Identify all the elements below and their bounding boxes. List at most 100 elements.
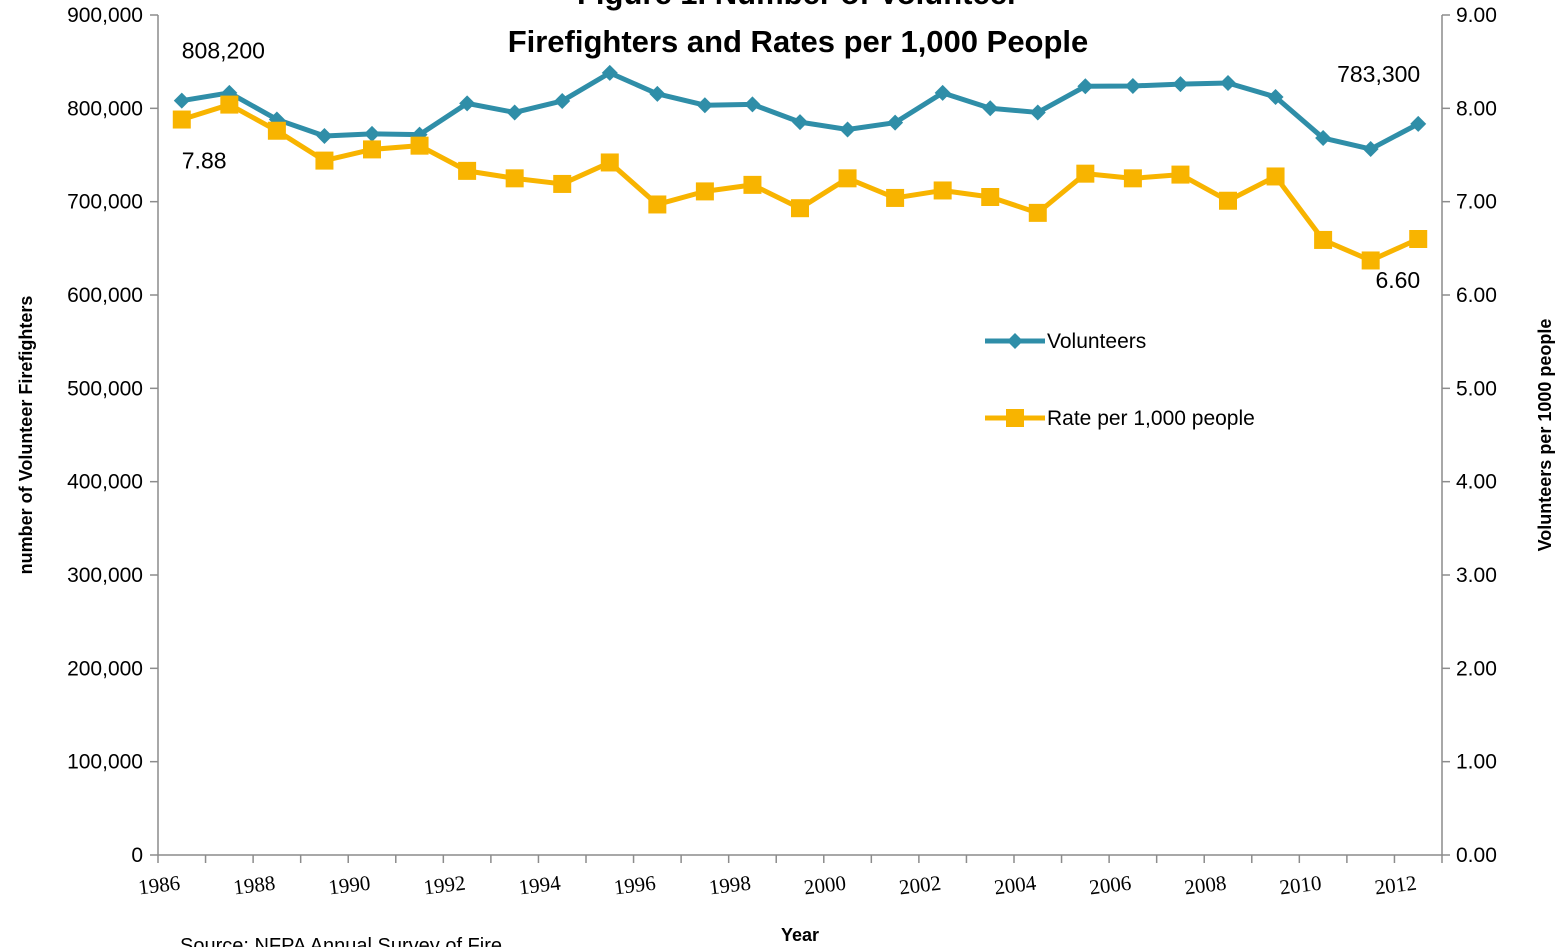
x-tick-label: 2010 [1278,871,1323,900]
annotation-layer: 808,200 7.88 783,300 6.60 [182,38,1420,293]
point-marker [220,95,239,114]
point-marker [1219,191,1237,210]
x-tick-label: 1996 [612,871,657,900]
point-marker [315,151,334,170]
legend-marker-volunteers [1007,333,1023,349]
point-marker [695,182,714,201]
point-marker [506,104,523,121]
point-marker [744,96,761,113]
point-marker [553,174,572,193]
point-marker [1076,164,1095,183]
point-marker [173,92,190,109]
x-tick-label: 2004 [993,871,1038,900]
x-tick-label: 2012 [1373,871,1418,900]
point-marker [316,127,333,144]
x-tick-label: 1986 [137,871,182,900]
point-marker [458,161,477,180]
legend-label-volunteers: Volunteers [1047,330,1146,353]
point-marker [791,199,809,218]
point-marker [886,188,905,207]
point-marker [1361,251,1380,270]
point-marker [1410,115,1427,132]
data-label: 783,300 [1337,61,1420,87]
point-marker [1124,77,1141,94]
point-marker [934,84,951,101]
legend-label-rate: Rate per 1,000 people [1047,407,1255,430]
y2-tick-label: 9.00 [1456,4,1497,27]
y2-tick-label: 6.00 [1456,284,1497,307]
y-tick-label: 900,000 [67,4,143,27]
y2-tick-label: 2.00 [1456,657,1497,680]
point-marker [601,64,618,81]
x-tick-label: 2008 [1183,871,1228,900]
y-tick-label: 500,000 [67,377,143,400]
point-marker [1029,104,1046,121]
y-tick-label: 400,000 [67,471,143,494]
y-tick-label: 200,000 [67,657,143,680]
x-tick-label: 1988 [232,871,277,900]
data-label: 7.88 [182,148,227,174]
x-tick-label: 1998 [708,871,753,900]
point-marker [981,188,1000,206]
y-tick-label: 700,000 [67,191,143,214]
point-marker [792,114,808,131]
point-marker [933,181,952,200]
point-marker [1123,169,1142,188]
y2-tick-label: 8.00 [1456,97,1497,120]
y2-tick-label: 0.00 [1456,844,1497,867]
y-tick-label: 0 [131,844,143,867]
x-axis-ticks: 1986 1988 1990 1992 1994 1996 1998 2000 2002 2004… [137,855,1443,900]
point-marker [410,136,429,155]
series-layer [172,64,1428,270]
point-marker [982,100,999,117]
point-marker [1028,203,1047,222]
point-marker [887,114,904,131]
left-axis-ticks: 0 100,000 200,000 300,000 400,000 500,000 600,… [67,4,158,867]
point-marker [267,121,286,140]
point-marker [838,169,857,188]
x-tick-label: 1994 [517,871,562,900]
chart-title-line-2: Firefighters and Rates per 1,000 People [508,24,1089,59]
point-marker [172,110,191,129]
legend-marker-rate [1006,409,1024,427]
x-tick-label: 1990 [327,871,372,900]
y-axis-title: number of Volunteer Firefighters [16,296,36,575]
point-marker [1362,141,1379,158]
point-marker [696,97,713,114]
y2-tick-label: 1.00 [1456,751,1497,774]
point-marker [459,95,476,112]
point-marker [1266,167,1285,186]
point-marker [1409,230,1428,248]
y2-tick-label: 3.00 [1456,564,1497,587]
y2-tick-label: 4.00 [1456,471,1497,494]
point-marker [1077,78,1094,95]
source-note: Source: NFPA Annual Survey of Fire [180,935,502,947]
y-tick-label: 100,000 [67,751,143,774]
point-marker [649,85,666,102]
point-marker [505,169,524,188]
data-label: 6.60 [1375,267,1420,293]
data-label: 808,200 [182,38,265,64]
x-tick-label: 2000 [803,871,848,900]
point-marker [600,153,619,172]
point-marker [1267,88,1284,105]
point-marker [648,195,667,214]
right-axis-ticks: 0.00 1.00 2.00 3.00 4.00 5.00 6.00 7.00 8.00 9.00 [1442,4,1497,867]
legend: Volunteers Rate per 1,000 people [985,330,1255,430]
x-axis-title: Year [781,925,819,945]
point-marker [1314,230,1333,249]
point-marker [364,125,380,142]
y-tick-label: 600,000 [67,284,143,307]
x-tick-label: 1992 [422,871,467,900]
y2-tick-label: 5.00 [1456,377,1497,400]
point-marker [363,140,381,159]
y2-axis-title: Volunteers per 1000 people [1535,319,1555,552]
point-marker [554,92,571,109]
point-marker [743,175,762,194]
y-tick-label: 300,000 [67,564,143,587]
point-marker [1220,74,1236,91]
y2-tick-label: 7.00 [1456,191,1497,214]
x-tick-label: 2006 [1088,871,1133,900]
point-marker [1315,130,1332,147]
